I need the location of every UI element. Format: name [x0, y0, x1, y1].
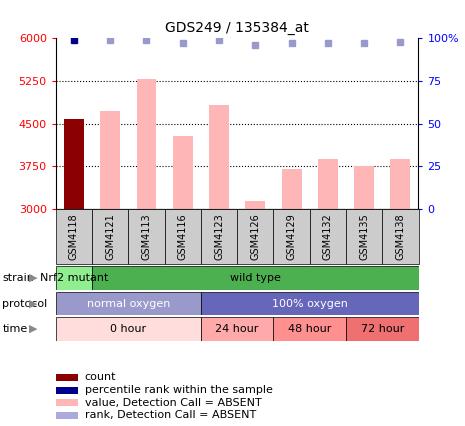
- Bar: [282, 169, 301, 209]
- Bar: [237, 209, 273, 264]
- Text: GSM4121: GSM4121: [105, 213, 115, 260]
- Bar: [56, 209, 92, 264]
- Bar: [246, 201, 265, 209]
- Bar: [56, 412, 78, 419]
- Text: 72 hour: 72 hour: [360, 324, 404, 334]
- Bar: [201, 292, 418, 315]
- Text: normal oxygen: normal oxygen: [86, 299, 170, 308]
- Bar: [56, 266, 92, 290]
- Text: ▶: ▶: [29, 324, 38, 334]
- Bar: [56, 317, 201, 341]
- Text: ▶: ▶: [29, 273, 38, 283]
- Bar: [128, 209, 165, 264]
- Bar: [354, 166, 374, 209]
- Bar: [137, 79, 156, 209]
- Text: percentile rank within the sample: percentile rank within the sample: [85, 385, 272, 395]
- Text: ▶: ▶: [29, 299, 38, 308]
- Text: GSM4138: GSM4138: [395, 213, 405, 260]
- Bar: [209, 105, 229, 209]
- Bar: [56, 387, 78, 394]
- Bar: [391, 159, 410, 209]
- Bar: [56, 292, 201, 315]
- Bar: [273, 317, 346, 341]
- Bar: [382, 209, 418, 264]
- Bar: [201, 209, 237, 264]
- Text: 48 hour: 48 hour: [288, 324, 332, 334]
- Title: GDS249 / 135384_at: GDS249 / 135384_at: [165, 20, 309, 35]
- Text: GSM4129: GSM4129: [286, 213, 297, 260]
- Text: rank, Detection Call = ABSENT: rank, Detection Call = ABSENT: [85, 410, 256, 420]
- Bar: [64, 119, 84, 209]
- Bar: [310, 209, 346, 264]
- Text: count: count: [85, 372, 116, 382]
- Text: value, Detection Call = ABSENT: value, Detection Call = ABSENT: [85, 397, 262, 408]
- Bar: [100, 111, 120, 209]
- Bar: [56, 374, 78, 381]
- Text: 24 hour: 24 hour: [215, 324, 259, 334]
- Text: GSM4113: GSM4113: [141, 213, 152, 260]
- Text: time: time: [2, 324, 27, 334]
- Text: wild type: wild type: [230, 273, 281, 283]
- Text: GSM4135: GSM4135: [359, 213, 369, 260]
- Text: GSM4118: GSM4118: [69, 213, 79, 260]
- Bar: [201, 317, 273, 341]
- Text: Nrf2 mutant: Nrf2 mutant: [40, 273, 108, 283]
- Bar: [56, 400, 78, 406]
- Bar: [346, 209, 382, 264]
- Text: strain: strain: [2, 273, 34, 283]
- Bar: [92, 209, 128, 264]
- Text: GSM4132: GSM4132: [323, 213, 333, 260]
- Text: GSM4123: GSM4123: [214, 213, 224, 260]
- Bar: [273, 209, 310, 264]
- Bar: [346, 317, 418, 341]
- Text: GSM4116: GSM4116: [178, 213, 188, 260]
- Bar: [318, 159, 338, 209]
- Text: protocol: protocol: [2, 299, 47, 308]
- Bar: [165, 209, 201, 264]
- Text: GSM4126: GSM4126: [250, 213, 260, 260]
- Text: 0 hour: 0 hour: [110, 324, 146, 334]
- Bar: [173, 136, 193, 209]
- Text: 100% oxygen: 100% oxygen: [272, 299, 348, 308]
